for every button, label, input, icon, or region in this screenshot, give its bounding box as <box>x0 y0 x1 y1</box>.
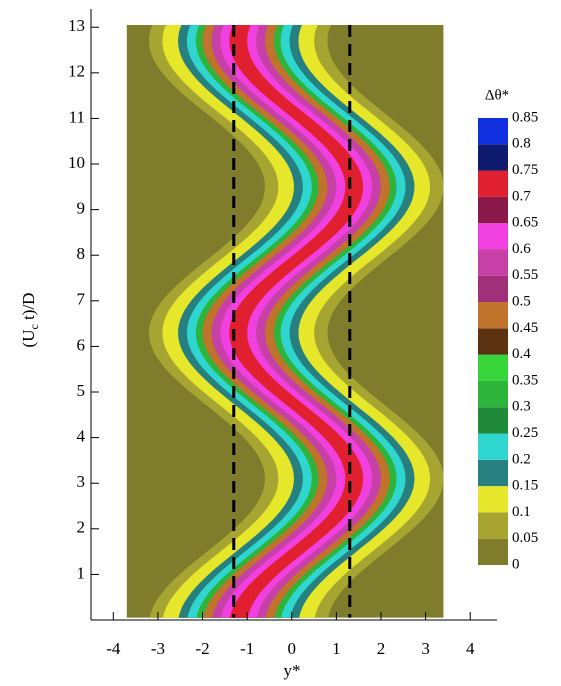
colorbar-label: 0.55 <box>512 267 538 283</box>
colorbar-band <box>478 302 508 329</box>
colorbar-label: 0.4 <box>512 346 531 362</box>
colorbar-band <box>478 407 508 434</box>
x-tick-label: -4 <box>106 639 121 658</box>
colorbar-label: 0.05 <box>512 530 538 546</box>
colorbar-band <box>478 196 508 224</box>
colorbar-label: 0.25 <box>512 425 538 441</box>
colorbar-band <box>478 433 508 460</box>
y-tick-label: 10 <box>68 153 85 172</box>
y-tick-label: 6 <box>77 335 86 354</box>
y-axis-label: (Uc t)/D <box>19 293 41 348</box>
colorbar-label: 0.65 <box>512 215 538 231</box>
colorbar: Δθ* 0 0.05 0.1 0.15 0.2 0.25 0.3 0.35 0.4 0.45 0.5… <box>478 87 538 572</box>
colorbar-label: 0 <box>512 556 520 572</box>
y-tick-label: 7 <box>77 290 86 309</box>
colorbar-band <box>478 170 508 197</box>
x-tick-label: 1 <box>332 639 341 658</box>
y-tick-label: 1 <box>77 563 86 582</box>
colorbar-band <box>478 144 508 171</box>
y-tick-label: 11 <box>69 107 85 126</box>
colorbar-band <box>478 275 508 303</box>
x-tick-label: 2 <box>377 639 386 658</box>
y-tick-label: 9 <box>77 199 86 218</box>
y-tick-label: 13 <box>68 16 85 35</box>
x-tick-label: -3 <box>151 639 165 658</box>
x-tick-label: 3 <box>421 639 430 658</box>
colorbar-label: 0.7 <box>512 188 531 204</box>
colorbar-title: Δθ* <box>485 87 509 103</box>
colorbar-band <box>478 538 508 565</box>
y-tick-label: 12 <box>68 62 85 81</box>
y-tick-label: 4 <box>77 427 86 446</box>
colorbar-band <box>478 512 508 539</box>
colorbar-label: 0.45 <box>512 320 538 336</box>
x-tick-label: -1 <box>240 639 254 658</box>
colorbar-label: 0.85 <box>512 109 538 125</box>
x-tick-label: -2 <box>195 639 209 658</box>
colorbar-label: 0.8 <box>512 136 531 152</box>
y-tick-label: 5 <box>77 381 86 400</box>
colorbar-label: 0.3 <box>512 399 531 415</box>
colorbar-band <box>478 486 508 513</box>
colorbar-label: 0.15 <box>512 478 538 494</box>
y-tick-label: 8 <box>77 244 86 263</box>
x-tick-label: 0 <box>288 639 297 658</box>
colorbar-label: 0.75 <box>512 162 538 178</box>
contour-band <box>220 24 373 618</box>
colorbar-band <box>478 223 508 250</box>
y-tick-label: 3 <box>77 472 86 491</box>
colorbar-band <box>478 328 508 355</box>
colorbar-label: 0.5 <box>512 293 531 309</box>
colorbar-label: 0.35 <box>512 372 538 388</box>
y-tick-label: 2 <box>77 518 86 537</box>
colorbar-label: 0.2 <box>512 451 531 467</box>
x-tick-label: 4 <box>466 639 475 658</box>
colorbar-band <box>478 380 508 408</box>
contour-field <box>126 24 444 618</box>
colorbar-band <box>478 249 508 276</box>
colorbar-label: 0.6 <box>512 241 531 257</box>
colorbar-band <box>478 118 508 145</box>
colorbar-band <box>478 459 508 487</box>
x-axis-label: y* <box>284 661 301 680</box>
colorbar-band <box>478 354 508 381</box>
colorbar-label: 0.1 <box>512 504 531 520</box>
